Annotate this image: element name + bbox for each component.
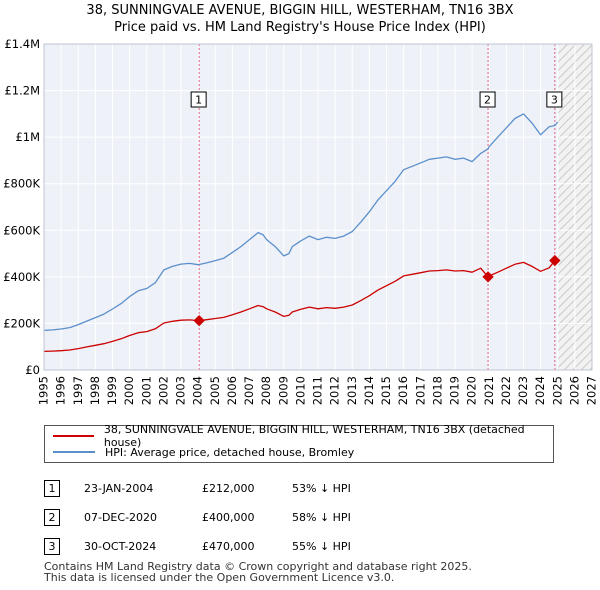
x-tick-label: 2026 <box>567 376 581 405</box>
sale-price: £400,000 <box>202 511 255 524</box>
sale-date: 30-OCT-2024 <box>84 540 157 553</box>
chart-title-line-1: 38, SUNNINGVALE AVENUE, BIGGIN HILL, WES… <box>86 3 514 18</box>
x-tick-label: 2008 <box>259 376 273 405</box>
x-tick-label: 2013 <box>345 376 359 405</box>
y-tick-label: £0 <box>25 363 40 377</box>
x-tick-label: 2015 <box>379 376 393 405</box>
legend: 38, SUNNINGVALE AVENUE, BIGGIN HILL, WES… <box>44 423 554 463</box>
y-tick-label: £1M <box>15 130 40 144</box>
x-tick-label: 1997 <box>71 376 85 405</box>
sale-number-badge: 2 <box>44 509 60 526</box>
sale-point-marker <box>549 254 561 267</box>
x-tick-label: 2011 <box>311 376 325 405</box>
x-tick-label: 2007 <box>242 376 256 405</box>
sale-number-box <box>546 91 563 108</box>
table-row: 3 30-OCT-2024 £470,000 55% ↓ HPI <box>44 532 412 561</box>
x-tick-label: 2009 <box>276 376 290 405</box>
x-tick-label: 2004 <box>191 376 205 405</box>
legend-item-hpi: HPI: Average price, detached house, Brom… <box>53 444 354 460</box>
footer-line-2: This data is licensed under the Open Gov… <box>44 571 395 584</box>
x-tick-label: 1996 <box>54 376 68 405</box>
x-tick-label: 2012 <box>328 376 342 405</box>
x-tick-label: 2018 <box>430 376 444 405</box>
x-tick-label: 1999 <box>105 376 119 405</box>
sale-date: 07-DEC-2020 <box>84 511 158 524</box>
sale-point-marker <box>482 271 494 283</box>
sale-hpi-diff: 55% ↓ HPI <box>292 540 351 553</box>
legend-swatch-hpi <box>53 451 95 453</box>
x-tick-label: 2019 <box>448 376 462 405</box>
x-tick-label: 2014 <box>362 376 376 405</box>
x-tick-label: 2023 <box>516 376 530 405</box>
sale-number-box <box>190 91 207 108</box>
x-tick-label: 2022 <box>499 376 513 405</box>
sale-hpi-diff: 53% ↓ HPI <box>292 482 351 495</box>
x-tick-label: 2002 <box>156 376 170 405</box>
sale-number-box <box>479 91 496 108</box>
legend-swatch-property <box>53 435 94 437</box>
footer: Contains HM Land Registry data © Crown c… <box>44 561 472 583</box>
y-tick-label: £200K <box>3 316 40 330</box>
chart-title-line-2: Price paid vs. HM Land Registry's House … <box>114 20 486 35</box>
sale-number-badge: 3 <box>44 538 60 555</box>
plot-border <box>43 43 593 371</box>
x-tick-label: 2025 <box>550 376 564 405</box>
sale-number-badge: 1 <box>44 480 60 497</box>
x-tick-label: 2017 <box>413 376 427 405</box>
x-tick-label: 2006 <box>225 376 239 405</box>
x-tick-label: 2003 <box>174 376 188 405</box>
x-tick-label: 2000 <box>122 376 136 405</box>
x-tick-label: 2020 <box>465 376 479 405</box>
x-tick-label: 1995 <box>37 376 51 405</box>
y-tick-label: £1.4M <box>4 37 40 51</box>
sale-point-marker <box>193 314 205 327</box>
sale-price: £470,000 <box>202 540 255 553</box>
x-tick-label: 2001 <box>139 376 153 405</box>
y-tick-label: £400K <box>3 270 40 284</box>
sales-table: 1 23-JAN-2004 £212,000 53% ↓ HPI 2 07-DE… <box>44 474 412 561</box>
legend-label-property: 38, SUNNINGVALE AVENUE, BIGGIN HILL, WES… <box>103 423 525 449</box>
sale-price: £212,000 <box>202 482 255 495</box>
legend-item-property: 38, SUNNINGVALE AVENUE, BIGGIN HILL, WES… <box>53 423 553 449</box>
hpi-series-line <box>43 113 559 332</box>
table-row: 1 23-JAN-2004 £212,000 53% ↓ HPI <box>44 474 412 503</box>
x-tick-label: 1998 <box>88 376 102 405</box>
property-series-line <box>43 258 559 353</box>
sale-number-label: 3 <box>551 94 558 107</box>
sale-hpi-diff: 58% ↓ HPI <box>292 511 351 524</box>
sale-number-label: 2 <box>484 94 491 107</box>
x-tick-label: 2016 <box>396 376 410 405</box>
sale-date: 23-JAN-2004 <box>84 482 154 495</box>
footer-line-1: Contains HM Land Registry data © Crown c… <box>44 560 472 573</box>
sale-number-label: 1 <box>195 94 202 107</box>
legend-label-hpi: HPI: Average price, detached house, Brom… <box>105 445 355 459</box>
x-tick-label: 2021 <box>482 376 496 405</box>
y-tick-label: £600K <box>3 223 40 237</box>
x-tick-label: 2010 <box>293 376 307 405</box>
x-tick-label: 2027 <box>585 376 599 405</box>
y-tick-label: £800K <box>3 177 40 191</box>
y-tick-label: £1.2M <box>4 84 40 98</box>
table-row: 2 07-DEC-2020 £400,000 58% ↓ HPI <box>44 503 412 532</box>
x-tick-label: 2024 <box>533 376 547 405</box>
x-tick-label: 2005 <box>208 376 222 405</box>
